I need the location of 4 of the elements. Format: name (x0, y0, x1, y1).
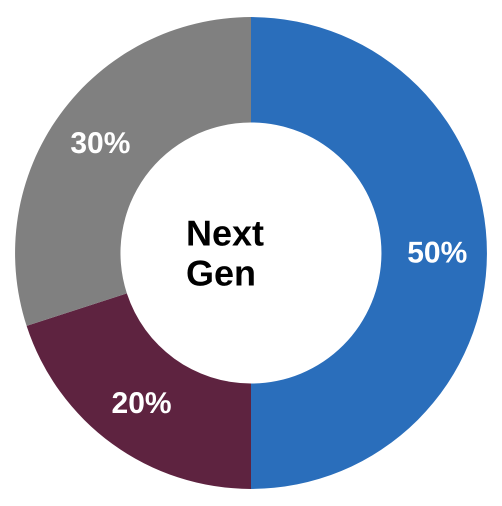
data-label: 50% (407, 236, 468, 270)
data-label: 30% (70, 127, 130, 160)
data-label: 20% (112, 387, 172, 420)
text: Next Gen (186, 212, 274, 294)
